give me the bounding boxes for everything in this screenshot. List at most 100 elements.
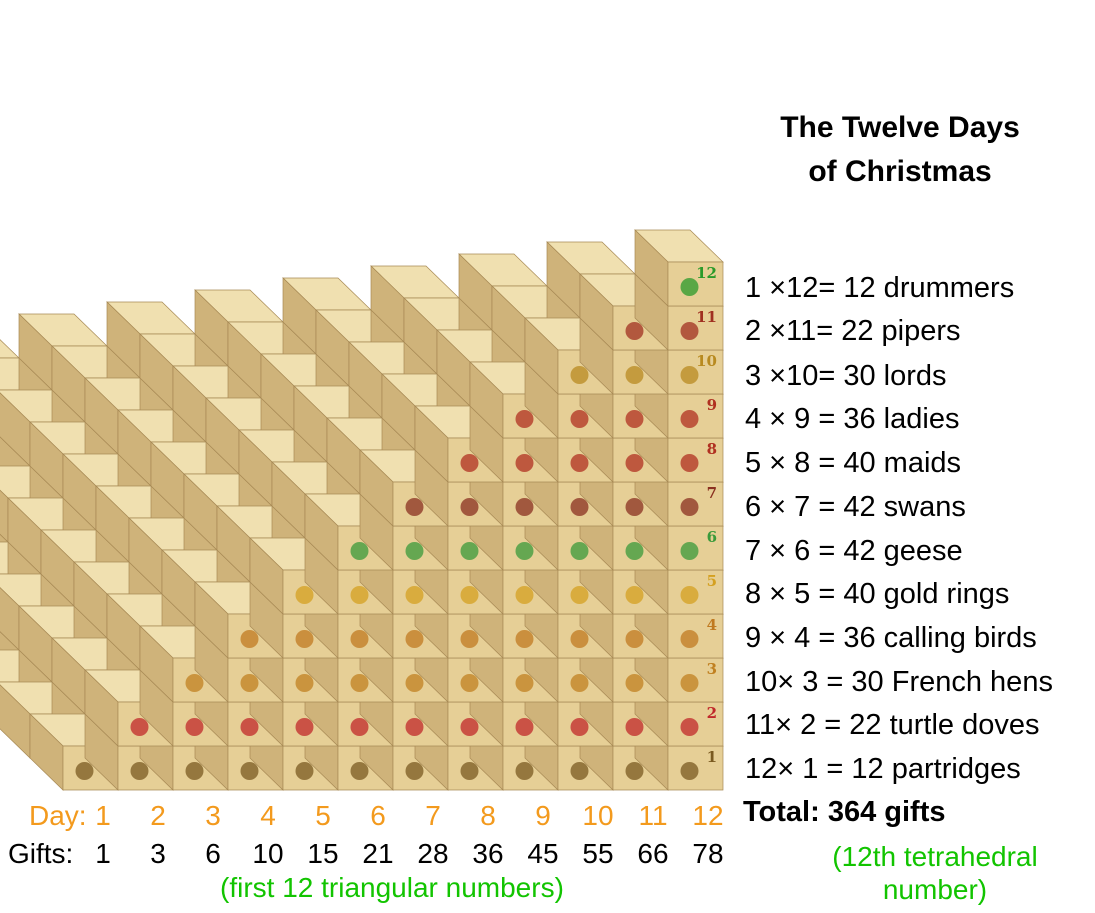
partridge-in-pear-tree-icon [625,762,644,780]
french-hen-icon [460,674,479,692]
french-hen-icon [570,674,589,692]
block-day-numeral: 3 [707,660,717,678]
gift-line-maids: 5 × 8 = 40 maids [745,447,962,479]
gift-count: 55 [582,838,614,869]
dancing-lady-icon [625,410,644,428]
triangular-note: (first 12 triangular numbers) [220,872,564,903]
partridge-in-pear-tree-icon [240,762,259,780]
turtle-doves-heart-icon [130,718,149,736]
calling-birds-icon [625,630,644,648]
gift-line-partridges: 12× 1 = 12 partridges [745,753,1021,785]
gift-count: 10 [252,838,284,869]
milkmaid-cow-icon [625,454,644,472]
french-hen-icon [350,674,369,692]
partridge-in-pear-tree-icon [130,762,149,780]
gift-block: 12 [634,229,724,307]
gift-count: 1 [95,838,111,869]
partridge-in-pear-tree-icon [570,762,589,780]
turtle-doves-heart-icon [240,718,259,736]
gift-count: 3 [150,838,166,869]
goose-icon [625,542,644,560]
goose-icon [350,542,369,560]
day-label: Day: [29,800,87,831]
gift-line-gold-rings: 8 × 5 = 40 gold rings [745,578,1010,610]
milkmaid-cow-icon [570,454,589,472]
day-number: 1 [95,800,111,831]
gift-count: 6 [205,838,221,869]
calling-birds-icon [350,630,369,648]
french-hen-icon [680,674,699,692]
partridge-in-pear-tree-icon [185,762,204,780]
leaping-lord-icon [625,366,644,384]
total-gifts: Total: 364 gifts [743,796,946,828]
piper-icon [680,322,699,340]
partridge-in-pear-tree-icon [295,762,314,780]
gift-count: 45 [527,838,559,869]
day-number: 3 [205,800,221,831]
title-line-1: The Twelve Days [780,111,1020,144]
gift-line-geese: 7 × 6 = 42 geese [745,535,963,567]
gift-line-ladies: 4 × 9 = 36 ladies [745,403,960,435]
block-day-numeral: 11 [696,308,717,326]
block-day-numeral: 7 [707,484,717,502]
block-day-numeral: 6 [707,528,717,546]
swan-icon [570,498,589,516]
french-hen-icon [240,674,259,692]
gift-line-calling-birds: 9 × 4 = 36 calling birds [745,622,1037,654]
block-top-face [0,339,20,359]
milkmaid-cow-icon [680,454,699,472]
milkmaid-cow-icon [460,454,479,472]
turtle-doves-heart-icon [185,718,204,736]
partridge-in-pear-tree-icon [75,762,94,780]
block-day-numeral: 1 [707,748,717,766]
calling-birds-icon [680,630,699,648]
goose-icon [460,542,479,560]
calling-birds-icon [240,630,259,648]
gift-line-turtle-doves: 11× 2 = 22 turtle doves [745,709,1040,741]
swan-icon [680,498,699,516]
dancing-lady-icon [515,410,534,428]
day-number: 6 [370,800,386,831]
goose-icon [570,542,589,560]
block-day-numeral: 12 [696,264,717,282]
gift-line-swans: 6 × 7 = 42 swans [745,491,966,523]
goose-icon [680,542,699,560]
leaping-lord-icon [570,366,589,384]
day-number: 2 [150,800,166,831]
block-day-numeral: 4 [707,616,717,634]
turtle-doves-heart-icon [295,718,314,736]
partridge-in-pear-tree-icon [515,762,534,780]
gold-rings-icon [405,586,424,604]
calling-birds-icon [295,630,314,648]
gold-rings-icon [350,586,369,604]
day-number: 9 [535,800,551,831]
gold-rings-icon [295,586,314,604]
swan-icon [625,498,644,516]
block-day-numeral: 5 [707,572,717,590]
gift-line-lords: 3 ×10= 30 lords [745,360,947,392]
turtle-doves-heart-icon [350,718,369,736]
dancing-lady-icon [570,410,589,428]
day-number: 8 [480,800,496,831]
gift-line-drummers: 1 ×12= 12 drummers [745,272,1015,304]
diagram-title: The Twelve Days of Christmas [740,106,1060,194]
calling-birds-icon [460,630,479,648]
french-hen-icon [405,674,424,692]
french-hen-icon [515,674,534,692]
gold-rings-icon [625,586,644,604]
partridge-in-pear-tree-icon [350,762,369,780]
gold-rings-icon [680,586,699,604]
drummer-icon [680,278,699,296]
title-line-2: of Christmas [808,155,992,188]
block-day-numeral: 2 [707,704,717,722]
calling-birds-icon [570,630,589,648]
turtle-doves-heart-icon [515,718,534,736]
swan-icon [515,498,534,516]
milkmaid-cow-icon [515,454,534,472]
goose-icon [405,542,424,560]
turtle-doves-heart-icon [625,718,644,736]
gift-count: 15 [307,838,339,869]
french-hen-icon [625,674,644,692]
